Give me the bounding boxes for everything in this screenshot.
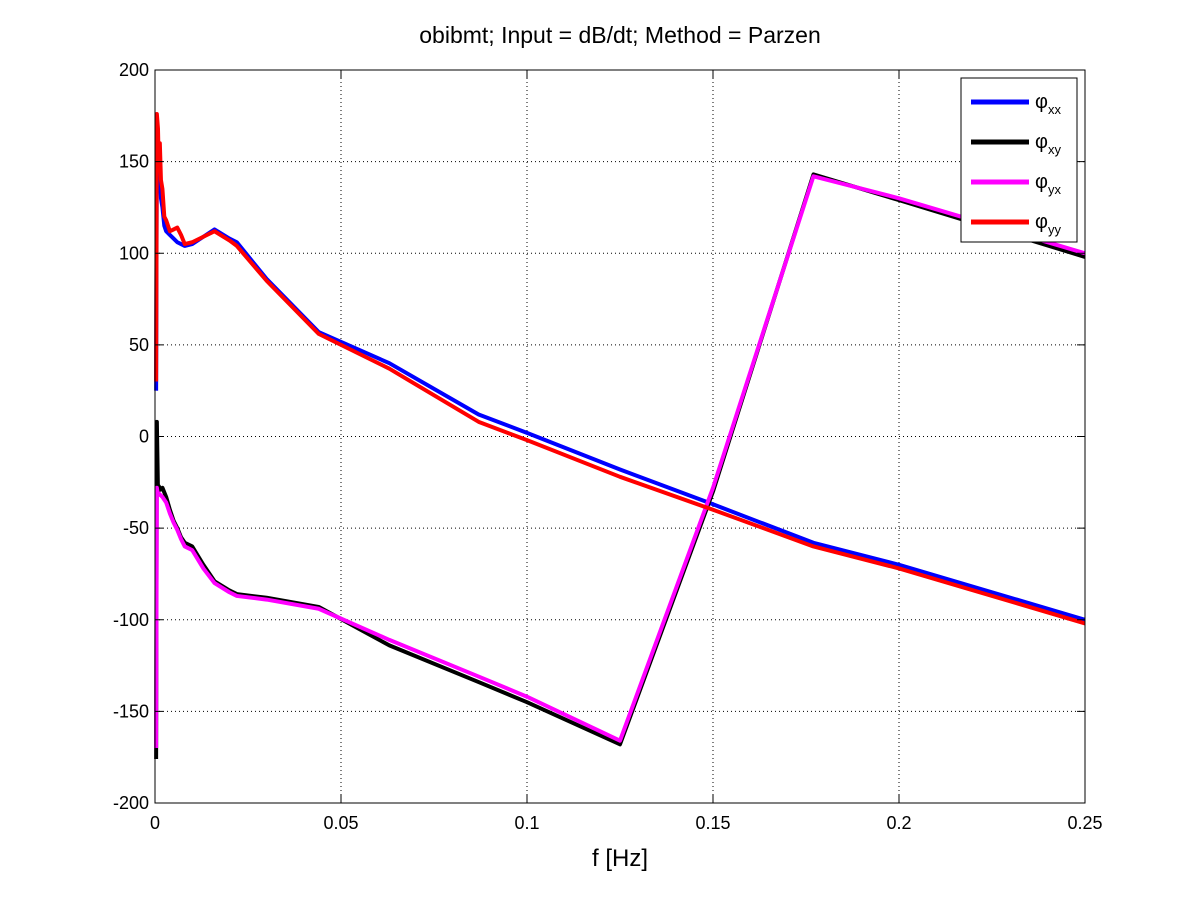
- y-tick-label: -200: [113, 793, 149, 813]
- y-tick-label: 100: [119, 243, 149, 263]
- series-line-yx: [154, 174, 1086, 749]
- axes-layer: 0 0.05 0.1 0.15 0.2 0.25 -200 -150 -100 -50 0 50 100…: [113, 60, 1103, 833]
- y-tick-label: 200: [119, 60, 149, 80]
- x-axis-label: f [Hz]: [591, 845, 648, 872]
- legend-entry-yy: φyy: [1035, 211, 1061, 237]
- y-tick-label: -100: [113, 610, 149, 630]
- x-tick-label: 0.15: [695, 813, 730, 833]
- x-tick-label: 0: [150, 813, 160, 833]
- y-tick-label: -150: [113, 701, 149, 721]
- legend-entry-xy: φxy: [1035, 131, 1061, 157]
- x-tick-label: 0.05: [323, 813, 358, 833]
- grid-layer: [155, 70, 1085, 803]
- y-tick-label: 50: [129, 335, 149, 355]
- chart-title: obibmt; Input = dB/dt; Method = Parzen: [419, 22, 821, 48]
- legend-box: [960, 77, 1078, 243]
- y-tick-label: 0: [139, 427, 149, 447]
- y-tick-label: 150: [119, 152, 149, 172]
- x-tick-label: 0.1: [514, 813, 539, 833]
- y-tick-label: -50: [123, 518, 149, 538]
- series-line-yy: [154, 111, 1086, 626]
- legend-entry-yx: φyx: [1035, 171, 1061, 197]
- legend-layer: φxx φxy φyx φyy: [960, 77, 1078, 243]
- x-tick-label: 0.25: [1067, 813, 1102, 833]
- series-layer: [154, 111, 1086, 760]
- x-tick-label: 0.2: [886, 813, 911, 833]
- legend-entry-xx: φxx: [1035, 91, 1061, 117]
